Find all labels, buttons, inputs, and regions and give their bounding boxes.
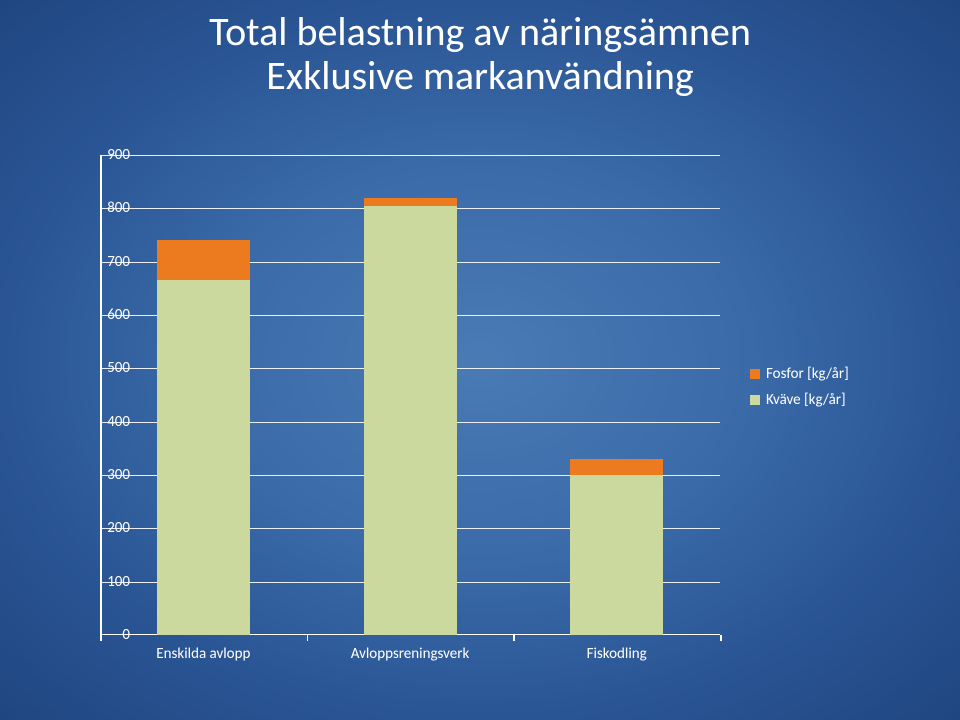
bar-group <box>364 198 457 635</box>
y-tick-label: 400 <box>80 413 130 431</box>
x-tick <box>720 635 722 641</box>
y-tick-label: 200 <box>80 519 130 537</box>
bar-segment <box>570 475 663 635</box>
bar-group <box>570 459 663 635</box>
bar-segment <box>364 206 457 635</box>
category-label: Fiskodling <box>513 645 720 663</box>
x-tick <box>307 635 309 641</box>
y-tick-label: 500 <box>80 359 130 377</box>
gridline <box>100 155 720 156</box>
legend-swatch <box>750 369 760 379</box>
y-tick-label: 100 <box>80 573 130 591</box>
plot-area: 0100200300400500600700800900Enskilda avl… <box>100 155 720 635</box>
bar-segment <box>364 198 457 206</box>
chart-title-line2: Exklusive markanvändning <box>0 54 960 98</box>
legend-label: Fosfor [kg/år] <box>766 365 849 383</box>
legend-label: Kväve [kg/år] <box>766 391 846 409</box>
y-tick-label: 300 <box>80 466 130 484</box>
y-tick-label: 600 <box>80 306 130 324</box>
y-tick-label: 0 <box>80 626 130 644</box>
y-tick-label: 800 <box>80 199 130 217</box>
bar-group <box>157 240 250 635</box>
x-tick <box>513 635 515 641</box>
bar-segment <box>157 280 250 635</box>
legend: Fosfor [kg/år] Kväve [kg/år] <box>750 365 849 417</box>
bar-segment <box>570 459 663 475</box>
y-tick-label: 700 <box>80 253 130 271</box>
y-tick-label: 900 <box>80 146 130 164</box>
y-axis <box>100 155 102 635</box>
bar-segment <box>157 240 250 280</box>
legend-swatch <box>750 395 760 405</box>
chart-title-line1: Total belastning av näringsämnen <box>0 10 960 54</box>
legend-item: Kväve [kg/år] <box>750 391 849 409</box>
chart-title-block: Total belastning av näringsämnen Exklusi… <box>0 10 960 98</box>
category-label: Avloppsreningsverk <box>307 645 514 663</box>
x-tick <box>100 635 102 641</box>
category-label: Enskilda avlopp <box>100 645 307 663</box>
legend-item: Fosfor [kg/år] <box>750 365 849 383</box>
chart-area: 0 100 200 300 400 500 600 700 800 900 Enskilda avl… <box>60 145 900 685</box>
